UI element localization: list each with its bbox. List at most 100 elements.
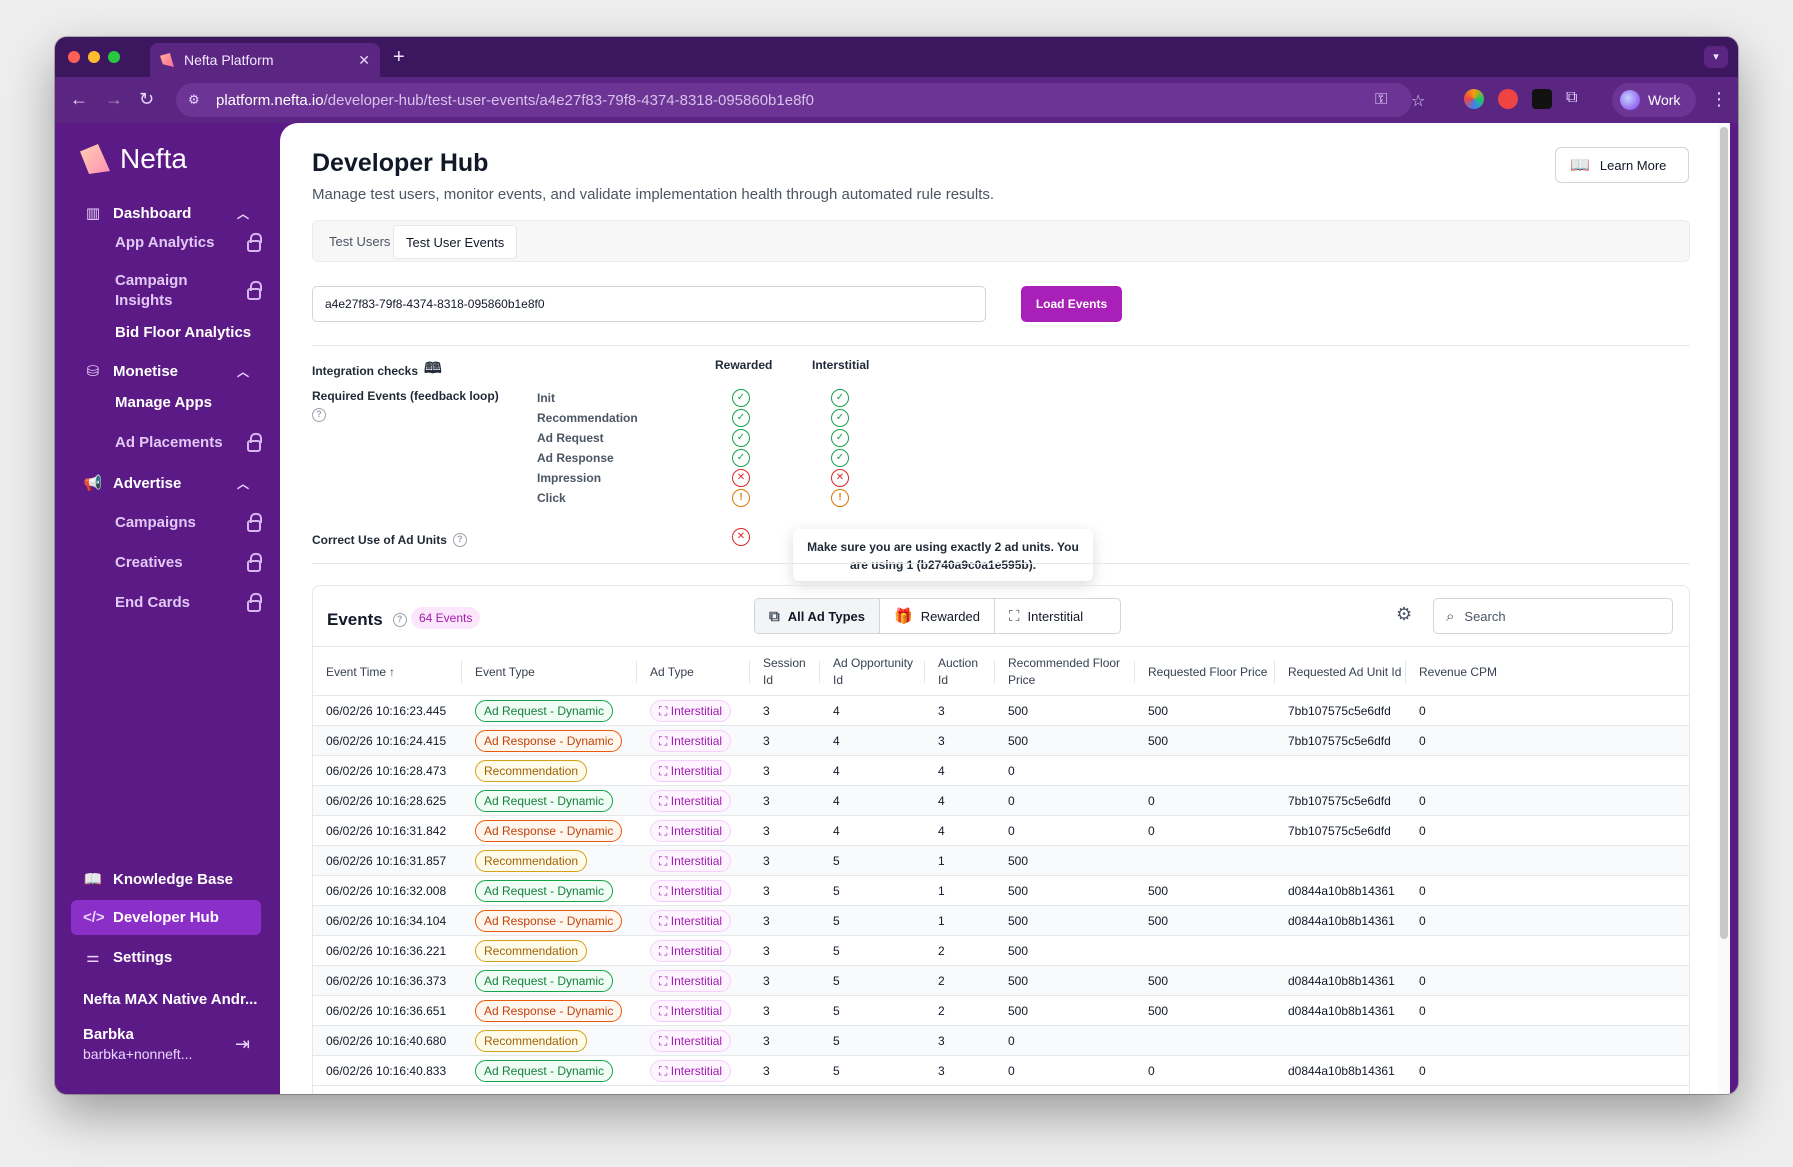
table-row[interactable]: 06/02/26 10:16:28.625 Ad Request - Dynami… [313,786,1689,816]
sidebar-item-manage-apps[interactable]: Manage Apps [115,393,261,413]
column-header-event-type[interactable]: Event Type [475,664,535,679]
status-ok-icon[interactable]: ✓ [831,389,849,407]
expand-icon: ⛶ [659,824,671,838]
table-row[interactable]: 06/02/26 10:16:36.221 Recommendation ⛶ Int… [313,936,1689,966]
sidebar-item-label: Campaign Insights [115,272,188,309]
sidebar-item-label: Ad Placements [115,434,223,451]
site-settings-icon[interactable]: ⚙ [188,92,200,107]
status-ok-icon[interactable]: ✓ [732,449,750,467]
book-open-icon[interactable]: 🕮 [424,360,442,377]
column-header-ad-opportunity-id[interactable]: Ad Opportunity Id [833,656,914,687]
column-header-recommended-floor-price[interactable]: Recommended Floor Price [1008,656,1121,687]
load-events-button[interactable]: Load Events [1021,286,1122,322]
table-row[interactable]: 06/02/26 10:16:23.445 Ad Request - Dynami… [313,696,1689,726]
close-window-button[interactable] [68,51,80,63]
minimize-window-button[interactable] [88,51,100,63]
ad-type-badge: ⛶ Interstitial [650,1000,732,1022]
back-arrow-icon[interactable]: ← [70,89,88,109]
status-ok-icon[interactable]: ✓ [831,429,849,447]
column-header-requested-floor-price[interactable]: Requested Floor Price [1148,664,1268,679]
filter-rewarded[interactable]: 🎁 Rewarded [880,599,995,633]
column-header-auction-id[interactable]: Auction Id [938,656,979,687]
help-icon[interactable]: ? [312,408,326,422]
table-row[interactable]: 06/02/26 10:16:36.651 Ad Response - Dynam… [313,996,1689,1026]
sidebar-item-knowledge-base[interactable]: 📖 Knowledge Base [71,861,261,897]
sidebar-item-bid-floor-analytics[interactable]: Bid Floor Analytics [115,323,261,343]
filter-interstitial[interactable]: ⛶ Interstitial [995,599,1097,633]
filter-all-ad-types[interactable]: ⧉ All Ad Types [755,599,881,633]
sidebar-section-dashboard[interactable]: ▥ Dashboard ︿ [71,195,261,231]
extension-red-icon[interactable] [1498,89,1518,109]
table-row[interactable]: 06/02/26 10:16:32.008 Ad Request - Dynami… [313,876,1689,906]
table-row[interactable]: 06/02/26 10:16:40.833 Ad Request - Dynami… [313,1056,1689,1086]
column-header-event-time[interactable]: Event Time ↑ [326,647,395,697]
table-row[interactable]: 06/02/26 10:16:24.415 Ad Response - Dynam… [313,726,1689,756]
column-header-ad-type[interactable]: Ad Type [650,664,694,679]
ad-units-status-error-icon[interactable]: ✕ [732,528,750,546]
close-tab-icon[interactable]: ✕ [358,51,370,68]
profile-button[interactable]: Work [1612,83,1696,117]
status-ok-icon[interactable]: ✓ [732,429,750,447]
events-search-input[interactable]: ⌕ Search [1433,598,1673,634]
help-icon[interactable]: ? [452,533,467,547]
status-err-icon[interactable]: ✕ [831,469,849,487]
extensions-puzzle-icon[interactable]: ⧉ [1566,89,1578,106]
password-key-icon[interactable]: ⚿ [1375,91,1388,108]
sidebar-item-campaign-insights[interactable]: Campaign Insights [115,271,262,311]
browser-menu-icon[interactable]: ⋮ [1710,89,1728,109]
status-ok-icon[interactable]: ✓ [732,389,750,407]
user-id-input[interactable]: a4e27f83-79f8-4374-8318-095860b1e8f0 [312,286,986,322]
scrollbar-thumb[interactable] [1720,127,1728,939]
column-header-revenue-cpm[interactable]: Revenue CPM [1419,664,1498,679]
browser-tab[interactable]: Nefta Platform ✕ [150,43,380,77]
help-icon[interactable]: ? [392,613,407,627]
tab-test-user-events[interactable]: Test User Events [393,225,518,259]
table-row[interactable]: 06/02/26 10:16:40.680 Recommendation ⛶ Int… [313,1026,1689,1056]
sidebar-item-end-cards[interactable]: End Cards [115,592,262,613]
scrollbar[interactable] [1718,123,1730,1094]
sidebar-item-developer-hub[interactable]: </> Developer Hub [71,900,261,935]
sidebar-section-monetise[interactable]: ⛁ Monetise ︿ [71,353,261,389]
extension-pen-icon[interactable] [1532,89,1552,109]
zoom-window-button[interactable] [108,51,120,63]
table-row[interactable]: 06/02/26 10:16:36.373 Ad Request - Dynami… [313,966,1689,996]
table-row[interactable]: 06/02/26 10:16:28.473 Recommendation ⛶ Int… [313,756,1689,786]
table-cell: 500 [1148,974,1169,988]
status-warn-icon[interactable]: ! [732,489,750,507]
extension-color-icon[interactable] [1464,89,1484,109]
column-header-requested-ad-unit-id[interactable]: Requested Ad Unit Id [1288,664,1402,679]
column-header-session-id[interactable]: Session Id [763,656,806,687]
tab-test-users[interactable]: Test Users [329,234,391,249]
ad-type-cell: ⛶ Interstitial [650,936,732,966]
table-row[interactable]: 06/02/26 10:16:31.857 Recommendation ⛶ Int… [313,846,1689,876]
address-bar[interactable]: ⚙ platform.nefta.io/developer-hub/test-u… [176,83,1412,117]
status-ok-icon[interactable]: ✓ [831,449,849,467]
status-warn-icon[interactable]: ! [831,489,849,507]
sidebar-item-creatives[interactable]: Creatives [115,552,262,573]
sidebar-item-campaigns[interactable]: Campaigns [115,512,262,533]
current-app-name[interactable]: Nefta MAX Native Andr... [83,991,258,1008]
tab-search-chevron-icon[interactable]: ▾ [1704,46,1728,68]
sidebar-item-label: Knowledge Base [113,870,234,888]
status-err-icon[interactable]: ✕ [732,469,750,487]
sidebar-item-settings[interactable]: ⚌ Settings [71,939,261,975]
sidebar-section-advertise[interactable]: 📢 Advertise ︿ [71,465,261,501]
nefta-logo[interactable]: Nefta [80,143,187,175]
event-type-cell: Ad Response - Dynamic [475,726,623,756]
bookmark-star-icon[interactable]: ☆ [1411,93,1426,110]
status-ok-icon[interactable]: ✓ [732,409,750,427]
table-row[interactable]: 06/02/26 10:16:31.842 Ad Response - Dynam… [313,816,1689,846]
table-row[interactable]: 06/02/26 10:16:34.104 Ad Response - Dynam… [313,906,1689,936]
table-cell: 3 [763,914,770,928]
reload-icon[interactable]: ↻ [139,89,155,109]
forward-arrow-icon[interactable]: → [105,89,123,109]
gift-icon: 🎁 [894,608,913,625]
ad-type-cell: ⛶ Interstitial [650,996,732,1026]
new-tab-icon[interactable]: + [393,46,405,68]
learn-more-button[interactable]: 📖 Learn More [1555,147,1689,183]
sidebar-item-ad-placements[interactable]: Ad Placements [115,432,262,453]
sidebar-item-app-analytics[interactable]: App Analytics [115,232,262,253]
logout-icon[interactable]: ⇥ [235,1034,251,1054]
status-ok-icon[interactable]: ✓ [831,409,849,427]
gear-icon[interactable]: ⚙ [1396,604,1413,624]
